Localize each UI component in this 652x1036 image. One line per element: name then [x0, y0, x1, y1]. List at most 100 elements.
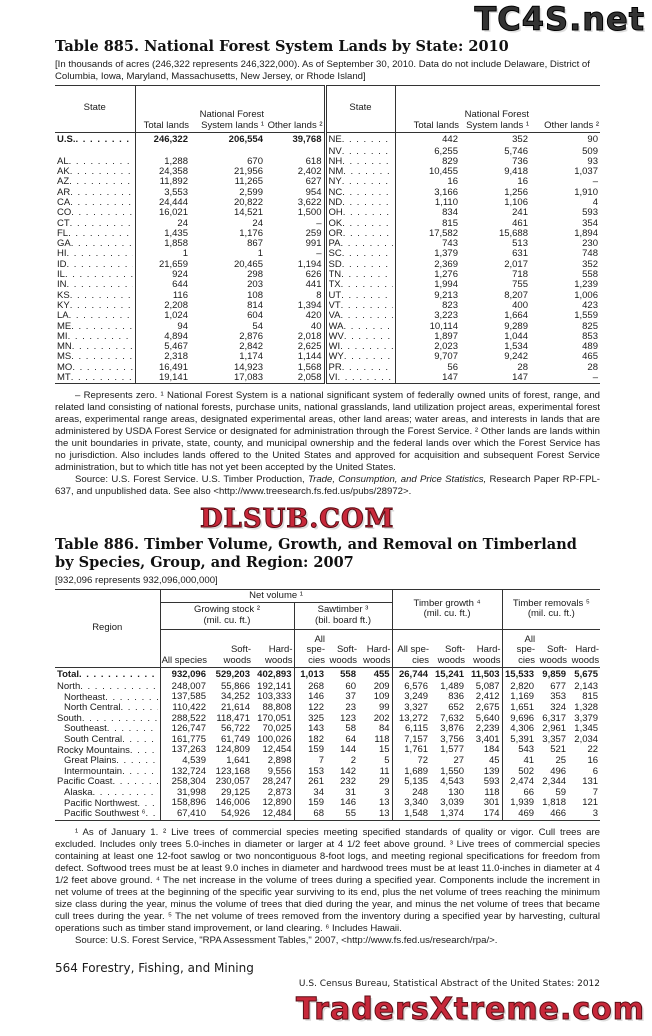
label-text: OR [328, 228, 343, 239]
col-group-net-volume: Net volume ¹ [160, 589, 393, 604]
value-cell: 1,194 [265, 259, 327, 271]
watermark-logo-middle: DLSUB.COM [199, 504, 395, 535]
label-text: AR [57, 187, 71, 198]
value-cell: 6 [592, 766, 599, 777]
value-cell: 24,444 [158, 197, 188, 208]
value-cell: 109 [358, 692, 393, 704]
row-label: OK [325, 218, 396, 229]
value-cell [265, 146, 327, 157]
label-text: IN [57, 280, 67, 291]
dot-leader [340, 311, 392, 321]
value-cell: 423 [582, 300, 598, 311]
value-cell: 2,842 [239, 342, 263, 353]
label-leader: CT [57, 219, 133, 229]
value-cell: 3,553 [164, 187, 188, 198]
value-cell: 1,394 [265, 300, 327, 312]
value-cell: 529,203 [215, 668, 250, 680]
value-cell: 203 [247, 280, 263, 291]
value-cell: 34,252 [220, 692, 250, 703]
value-cell: 70,025 [252, 724, 295, 735]
value-cell: 626 [265, 270, 327, 281]
label-text: Rocky Mountains [57, 745, 130, 756]
value-cell: 420 [265, 311, 327, 322]
label-text: HI [57, 249, 67, 260]
label-leader: OK [329, 219, 393, 229]
source-note: Source: U.S. Forest Service. U.S. Timber… [55, 474, 600, 498]
label-text: OH [328, 208, 343, 219]
value-cell: 558 [582, 270, 598, 281]
value-cell: 7 [318, 755, 324, 766]
value-cell: 3,039 [440, 798, 465, 809]
dot-leader [116, 756, 157, 766]
value-cell: 7,632 [440, 713, 465, 724]
dot-leader [342, 188, 392, 198]
row-label: VT [325, 300, 396, 312]
value-cell: 20,465 [233, 259, 263, 270]
label-leader: FL [57, 229, 133, 239]
value-cell: 25 [555, 755, 567, 766]
dot-leader [71, 352, 132, 362]
value-cell: 6,576 [404, 681, 429, 692]
value-cell: 15,241 [434, 668, 465, 680]
source-text: Research Paper RP-FPL-637, and unpublish… [55, 474, 600, 498]
value-cell: 6,115 [404, 724, 429, 735]
value-cell: 8,207 [504, 290, 528, 301]
value-cell: 1,548 [404, 808, 429, 819]
value-cell: 354 [582, 218, 598, 229]
row-label: VI [325, 373, 396, 384]
row-label: MN [55, 342, 136, 353]
value-cell: 1,500 [265, 208, 327, 219]
header-label: Timber growth ⁴ [413, 597, 481, 609]
value-cell: 261 [308, 777, 324, 788]
value-cell: 116 [172, 290, 188, 301]
label-text: PA [328, 239, 341, 250]
label-leader: OR [329, 229, 393, 239]
value-cell: 66 [523, 787, 535, 798]
value-cell: 1,044 [504, 331, 528, 342]
value-cell: 2,208 [164, 300, 188, 311]
dot-leader [70, 301, 133, 311]
value-cell: 932,096 [171, 668, 206, 680]
dot-leader [69, 157, 133, 167]
value-cell: 3,622 [265, 197, 327, 209]
value-cell: 4,543 [440, 777, 465, 788]
value-cell: 298 [247, 270, 263, 281]
value-cell: 823 [442, 300, 458, 311]
value-cell: 3,166 [434, 187, 458, 198]
value-cell: 814 [247, 300, 263, 311]
value-cell: 56 [447, 362, 458, 373]
value-cell: 153 [308, 766, 324, 777]
label-leader: KS [57, 291, 133, 301]
value-cell: 5,746 [504, 146, 528, 157]
value-cell: 1 [182, 249, 188, 260]
value-cell: 2,412 [466, 692, 503, 704]
value-cell: 3,379 [574, 713, 599, 724]
label-text: NE [328, 134, 342, 145]
value-cell: 22 [587, 745, 599, 756]
value-cell: 123 [340, 713, 356, 724]
row-label: Pacific Northwest [55, 798, 161, 809]
label-leader: VT [329, 301, 393, 311]
value-cell: 1,169 [510, 692, 535, 703]
value-cell: 9,213 [434, 290, 458, 301]
label-text: Pacific Northwest [64, 798, 138, 809]
label-leader: AL [57, 157, 133, 167]
row-label: Southeast [55, 724, 161, 735]
value-cell: 14,521 [233, 208, 263, 219]
value-cell: 28 [587, 362, 598, 373]
table-row: CT2424–OK815461354 [55, 218, 600, 229]
value-cell: 54,926 [220, 808, 250, 819]
col-total: Total lands [413, 119, 459, 131]
col-total: Total lands [143, 119, 189, 131]
value-cell: 2,898 [252, 755, 295, 767]
value-cell: 209 [358, 681, 393, 693]
label-text: South [57, 713, 82, 724]
value-cell: 182 [308, 734, 324, 745]
dot-leader [343, 167, 392, 177]
value-cell: 184 [466, 745, 503, 756]
